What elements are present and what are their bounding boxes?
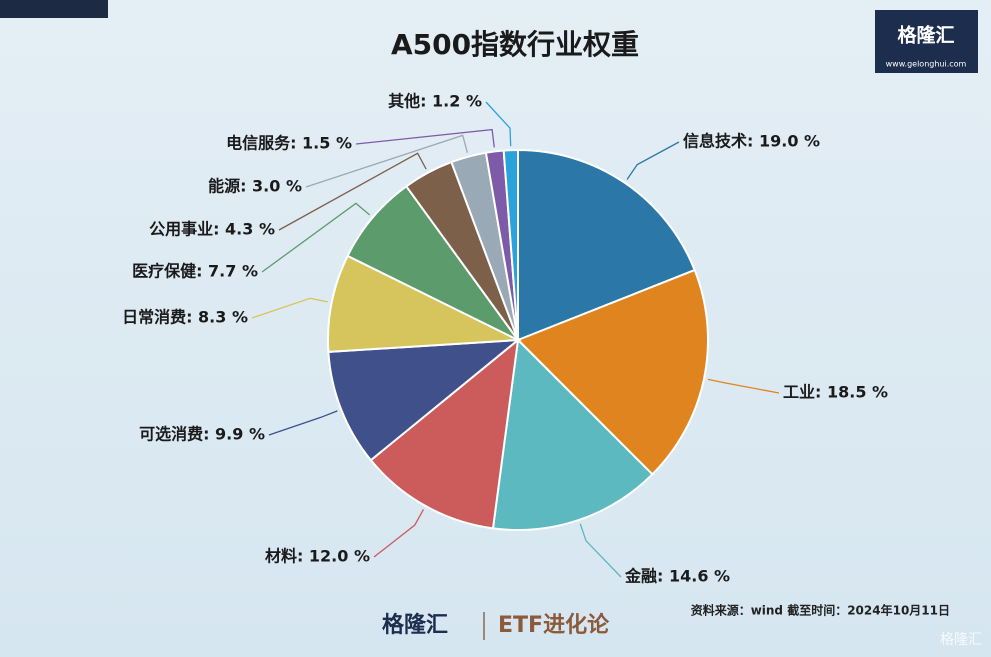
slice-label: 信息技术: 19.0 %	[683, 132, 820, 151]
slice-label: 工业: 18.5 %	[783, 383, 888, 402]
pie: 信息技术: 19.0 % 工业: 18.5 % 金融: 14.6 % 材料: 12.0…	[122, 92, 888, 586]
pie-slice	[517, 148, 696, 342]
slice-label: 公用事业: 4.3 %	[149, 220, 275, 239]
leader-line	[261, 202, 371, 273]
pie-slice	[516, 268, 709, 476]
pie-slice	[369, 337, 520, 530]
logo-url: www.gelonghui.com	[886, 60, 967, 69]
logo-box	[875, 10, 978, 73]
slice-label: 电信服务: 1.5 %	[226, 134, 352, 153]
leader-line	[373, 509, 425, 558]
leader-line	[707, 378, 780, 394]
pie-slice	[327, 338, 522, 462]
slice-label: 可选消费: 9.9 %	[139, 425, 265, 444]
pie-slice	[327, 254, 522, 353]
leader-line	[251, 297, 328, 319]
slice-label: 日常消费: 8.3 %	[122, 308, 248, 327]
pie-slice	[491, 337, 654, 531]
leader-line	[626, 141, 680, 180]
slice-label: 医疗保健: 7.7 %	[132, 262, 258, 281]
leader-line	[355, 128, 495, 148]
leader-line	[278, 152, 427, 231]
footer-logo: 格隆汇	[382, 612, 448, 638]
footer-tag: ETF进化论	[498, 612, 610, 638]
watermark: 格隆汇	[940, 632, 982, 648]
corner-block	[0, 0, 108, 18]
leader-line	[268, 410, 338, 436]
pie-slice	[502, 148, 519, 341]
slice-label: 其他: 1.2 %	[388, 92, 482, 111]
source: 资料来源：wind 截至时间：2024年10月11日	[691, 603, 950, 618]
pie-slice	[346, 184, 519, 341]
chart-title: A500指数行业权重	[391, 28, 639, 61]
leader-line	[305, 134, 469, 188]
slice-label: 能源: 3.0 %	[208, 177, 302, 196]
logo: 格隆汇	[897, 24, 954, 47]
slice-label: 材料: 12.0 %	[265, 547, 370, 566]
slice-label: 金融: 14.6 %	[624, 567, 730, 586]
leader-line	[579, 523, 622, 578]
leader-line	[485, 101, 512, 147]
